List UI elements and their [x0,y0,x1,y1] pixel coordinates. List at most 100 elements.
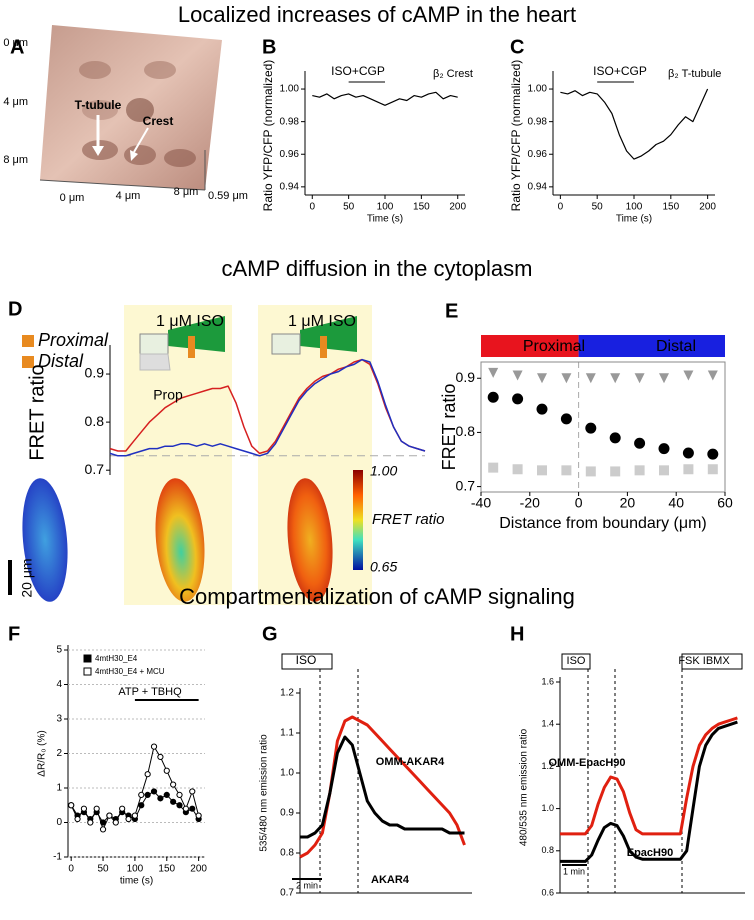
data-point [74,815,81,823]
y-axis-label: 480/535 nm emission ratio [519,728,530,846]
y-axis-label: ΔR/R₀ (%) [37,730,48,776]
y-tick-label: 0.94 [528,181,548,192]
y-tick-label: 0.8 [456,423,476,439]
y-tick-label: 0.9 [456,369,476,385]
y-axis-label: 535/480 nm emission ratio [259,734,270,852]
data-point [610,466,621,477]
data-point [512,370,523,381]
data-point [487,391,499,403]
panel-label: F [8,623,20,645]
y-tick-label: 0.6 [541,887,554,897]
annotation: Distal [656,338,696,355]
y-tick-label: 1.4 [541,719,554,729]
axis-label: 4 μm [116,190,141,202]
x-tick-label: 100 [127,864,144,875]
annotation: β₂ Crest [433,68,473,80]
section-heading: cAMP diffusion in the cytoplasm [221,256,532,281]
y-tick-label: 0.98 [528,116,548,127]
x-tick-label: 0 [68,864,74,875]
data-point [610,373,621,384]
section-heading: Localized increases of cAMP in the heart [178,2,576,27]
legend-label: 4mtH30_E4 + MCU [95,667,165,676]
data-point [537,373,547,384]
data-point [585,422,597,434]
y-tick-label: 1.00 [280,84,300,95]
data-point [80,805,88,812]
panel-label: E [445,300,458,322]
data-line [300,735,465,839]
data-point [189,788,196,795]
stimulus-box [561,653,591,670]
region-bar [578,335,725,357]
data-point [157,795,164,802]
axis-label: 8 μm [174,186,199,198]
data-point [87,819,94,826]
y-tick-label: 0.94 [280,181,300,192]
x-tick-label: 0 [558,202,564,213]
data-line [109,358,426,455]
data-point [488,462,499,473]
y-tick-label: 1.0 [280,768,294,779]
data-point [163,791,170,799]
arrow-label: T-tubule [75,98,122,112]
axis-label: 4 μm [3,96,28,108]
data-point [634,373,645,384]
legend-swatch [83,654,92,663]
series-label: EpacH90 [627,847,673,859]
y-tick-label: 1.0 [541,803,554,813]
annotation: FSK IBMX [678,655,730,667]
data-line [560,716,738,836]
data-point [707,448,719,460]
data-point [512,464,523,475]
data-point [682,447,694,459]
y-tick-label: 1.2 [280,688,294,699]
data-line [560,88,709,160]
y-tick-label: 0.96 [528,149,548,160]
x-tick-label: 200 [699,202,716,213]
x-tick-label: 0 [309,202,315,213]
y-tick-label: 0.8 [541,845,554,855]
data-point [144,791,151,799]
panel-label: B [262,36,276,58]
data-point [658,443,670,455]
data-point [537,465,547,476]
data-point [659,465,669,476]
annotation: ATP + TBHQ [118,686,182,698]
data-point [119,805,126,812]
y-tick-label: 0.9 [85,365,105,381]
stimulus-bands [8,305,372,605]
data-point [683,370,694,381]
section-heading: Compartmentalization of cAMP signaling [179,584,575,609]
data-point [561,373,572,384]
axis-label: 0 μm [3,37,28,49]
data-point [99,826,107,833]
x-axis-label: Time (s) [616,214,652,225]
data-point [182,805,189,812]
y-tick-label: 0.7 [85,461,105,477]
data-point [189,805,196,812]
y-tick-label: 5 [56,645,62,656]
y-tick-label: 1 [56,783,62,794]
axis-label: 0.59 μm [208,190,248,202]
series-label: OMM-EpacH90 [548,757,625,769]
data-point [138,791,145,799]
x-tick-label: 100 [377,202,394,213]
data-point [561,465,572,476]
arrow-label: Crest [143,114,174,128]
y-axis-label: FRET ratio [439,384,459,471]
stimulus-box [681,653,743,670]
y-tick-label: 4 [56,679,62,690]
x-tick-label: 0 [575,495,583,511]
data-point [170,781,177,788]
annotation: 1 μM ISO [156,313,224,330]
y-tick-label: 1.1 [280,728,294,739]
data-point [163,767,170,774]
y-tick-label: 2 [56,748,62,759]
data-point [683,464,694,475]
data-point [176,802,183,809]
data-point [144,771,151,778]
x-tick-label: 150 [413,202,430,213]
data-point [488,367,499,378]
data-line [312,91,458,106]
